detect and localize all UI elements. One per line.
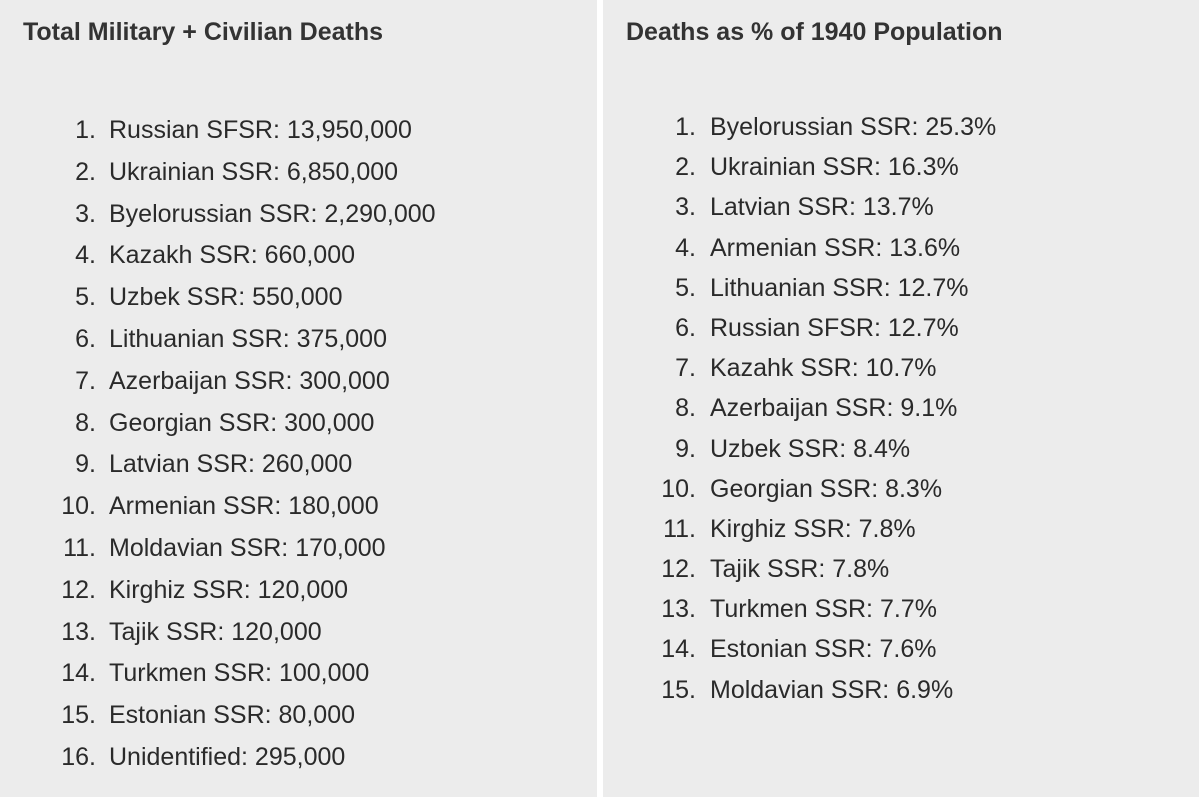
list-item-text: Turkmen SSR: 100,000 <box>109 659 370 688</box>
list-item: 7. Kazahk SSR: 10.7% <box>603 352 1199 392</box>
list-item-number: 1. <box>75 116 96 144</box>
list-item: 6. Lithuanian SSR: 375,000 <box>0 323 597 365</box>
list-item: 15. Estonian SSR: 80,000 <box>0 699 597 741</box>
list-item-number: 15. <box>661 675 696 704</box>
list-item-number: 2. <box>675 153 696 182</box>
list-item: 8. Georgian SSR: 300,000 <box>0 407 597 449</box>
list-item-number: 11. <box>663 514 696 543</box>
list-item: 4. Kazakh SSR: 660,000 <box>0 239 597 281</box>
list-item: 4. Armenian SSR: 13.6% <box>603 232 1199 272</box>
list-item: 5. Lithuanian SSR: 12.7% <box>603 272 1199 312</box>
list-item: 12. Kirghiz SSR: 120,000 <box>0 574 597 616</box>
list-item-number: 9. <box>675 434 696 463</box>
list-item-number: 4. <box>675 233 696 262</box>
list-item-number: 5. <box>675 273 696 302</box>
list-item-number: 10. <box>61 492 96 521</box>
list-item: 2. Ukrainian SSR: 16.3% <box>603 151 1199 191</box>
list-item-text: Uzbek SSR: 8.4% <box>710 434 911 463</box>
list-item-number: 14. <box>61 659 96 688</box>
list-item-number: 5. <box>75 283 96 312</box>
list-item-number: 6. <box>675 313 696 342</box>
list-item: 14. Estonian SSR: 7.6% <box>603 633 1199 673</box>
list-item-text: Russian SFSR: 13,950,000 <box>109 116 412 144</box>
list-item-number: 13. <box>661 595 696 624</box>
list-item-number: 2. <box>75 157 96 186</box>
list-item: 16. Unidentified: 295,000 <box>0 741 597 783</box>
list-item-text: Georgian SSR: 300,000 <box>109 408 375 437</box>
list-item-text: Byelorussian SSR: 2,290,000 <box>109 199 436 228</box>
list-item-text: Kazakh SSR: 660,000 <box>109 241 355 270</box>
list-item: 11. Moldavian SSR: 170,000 <box>0 532 597 574</box>
list-item-number: 12. <box>661 555 696 584</box>
list-item-text: Lithuanian SSR: 375,000 <box>109 324 387 353</box>
list-item-number: 8. <box>75 408 96 437</box>
list-item-number: 16. <box>61 742 96 771</box>
list-item-number: 7. <box>75 366 96 395</box>
list-item: 2. Ukrainian SSR: 6,850,000 <box>0 156 597 198</box>
list-item-text: Kazahk SSR: 10.7% <box>710 354 937 383</box>
list-item-number: 1. <box>675 113 696 141</box>
list-item-number: 3. <box>75 199 96 228</box>
list-item: 9. Uzbek SSR: 8.4% <box>603 433 1199 473</box>
list-item-text: Byelorussian SSR: 25.3% <box>710 113 997 141</box>
list-item-text: Azerbaijan SSR: 9.1% <box>710 394 958 423</box>
list-item-text: Latvian SSR: 13.7% <box>710 193 934 222</box>
list-item-text: Azerbaijan SSR: 300,000 <box>109 366 390 395</box>
list-item: 7. Azerbaijan SSR: 300,000 <box>0 365 597 407</box>
list-item-number: 10. <box>661 474 696 503</box>
list-item-number: 7. <box>675 354 696 383</box>
list-item-text: Ukrainian SSR: 16.3% <box>710 153 959 182</box>
list-item-text: Ukrainian SSR: 6,850,000 <box>109 157 399 186</box>
list-item-text: Moldavian SSR: 6.9% <box>710 675 954 704</box>
list-item: 3. Latvian SSR: 13.7% <box>603 191 1199 231</box>
list-item: 10. Georgian SSR: 8.3% <box>603 473 1199 513</box>
list-item-number: 4. <box>75 241 96 270</box>
list-item-text: Tajik SSR: 7.8% <box>710 555 890 584</box>
list-item-text: Armenian SSR: 13.6% <box>710 233 961 262</box>
list-item: 11. Kirghiz SSR: 7.8% <box>603 513 1199 553</box>
list-item: 9. Latvian SSR: 260,000 <box>0 448 597 490</box>
list-item-text: Uzbek SSR: 550,000 <box>109 283 343 312</box>
list-item-number: 12. <box>61 575 96 604</box>
list-item: 1. Russian SFSR: 13,950,000 <box>0 114 597 156</box>
list-item: 14. Turkmen SSR: 100,000 <box>0 657 597 699</box>
list-item-number: 3. <box>675 193 696 222</box>
list-item: 12. Tajik SSR: 7.8% <box>603 553 1199 593</box>
list-item-number: 6. <box>75 324 96 353</box>
list-item: 10. Armenian SSR: 180,000 <box>0 490 597 532</box>
list-item-text: Turkmen SSR: 7.7% <box>710 595 937 624</box>
percent-deaths-list: 1. Byelorussian SSR: 25.3% 2. Ukrainian SS… <box>603 111 1199 714</box>
list-item: 13. Tajik SSR: 120,000 <box>0 616 597 658</box>
list-item-number: 8. <box>675 394 696 423</box>
list-item-text: Tajik SSR: 120,000 <box>109 617 322 646</box>
list-item-text: Latvian SSR: 260,000 <box>109 450 353 479</box>
list-item: 8. Azerbaijan SSR: 9.1% <box>603 392 1199 432</box>
list-item-number: 14. <box>661 635 696 664</box>
list-item-number: 9. <box>75 450 96 479</box>
list-item-text: Kirghiz SSR: 120,000 <box>109 575 349 604</box>
percent-deaths-title: Deaths as % of 1940 Population <box>626 18 1003 46</box>
list-item-text: Moldavian SSR: 170,000 <box>109 533 386 562</box>
percent-deaths-panel: Deaths as % of 1940 Population 1. Byeloru… <box>603 0 1199 797</box>
list-item: 1. Byelorussian SSR: 25.3% <box>603 111 1199 151</box>
list-item-text: Lithuanian SSR: 12.7% <box>710 273 969 302</box>
total-deaths-title: Total Military + Civilian Deaths <box>23 18 384 46</box>
list-item-text: Kirghiz SSR: 7.8% <box>710 514 916 543</box>
list-item-text: Georgian SSR: 8.3% <box>710 474 943 503</box>
list-item-number: 15. <box>61 701 96 730</box>
list-item: 15. Moldavian SSR: 6.9% <box>603 674 1199 714</box>
list-item: 3. Byelorussian SSR: 2,290,000 <box>0 198 597 240</box>
list-item-text: Estonian SSR: 7.6% <box>710 635 937 664</box>
list-item-number: 13. <box>61 617 96 646</box>
list-item: 5. Uzbek SSR: 550,000 <box>0 281 597 323</box>
total-deaths-panel: Total Military + Civilian Deaths 1. Russi… <box>0 0 597 797</box>
list-item-text: Armenian SSR: 180,000 <box>109 492 379 521</box>
list-item-number: 11. <box>63 533 96 562</box>
list-item-text: Unidentified: 295,000 <box>109 742 346 771</box>
list-item: 13. Turkmen SSR: 7.7% <box>603 593 1199 633</box>
list-item-text: Russian SFSR: 12.7% <box>710 313 959 342</box>
list-item-text: Estonian SSR: 80,000 <box>109 701 355 730</box>
total-deaths-list: 1. Russian SFSR: 13,950,000 2. Ukrainian S… <box>0 114 597 783</box>
list-item: 6. Russian SFSR: 12.7% <box>603 312 1199 352</box>
